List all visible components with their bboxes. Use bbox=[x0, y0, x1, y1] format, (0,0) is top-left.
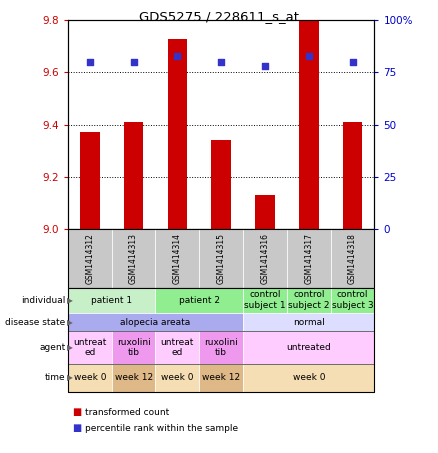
Point bbox=[261, 63, 268, 70]
Text: transformed count: transformed count bbox=[85, 408, 169, 417]
Text: GDS5275 / 228611_s_at: GDS5275 / 228611_s_at bbox=[139, 10, 299, 23]
Bar bbox=[299, 20, 319, 229]
Text: individual: individual bbox=[21, 296, 66, 305]
Text: ▶: ▶ bbox=[67, 296, 73, 305]
Text: untreat
ed: untreat ed bbox=[161, 338, 194, 357]
Text: percentile rank within the sample: percentile rank within the sample bbox=[85, 424, 238, 433]
Text: ■: ■ bbox=[72, 423, 81, 433]
Bar bbox=[255, 195, 275, 229]
Text: GSM1414318: GSM1414318 bbox=[348, 233, 357, 284]
Text: GSM1414317: GSM1414317 bbox=[304, 233, 313, 284]
Text: control
subject 1: control subject 1 bbox=[244, 290, 286, 310]
Text: ▶: ▶ bbox=[67, 318, 73, 327]
Text: week 12: week 12 bbox=[202, 373, 240, 382]
Text: untreat
ed: untreat ed bbox=[73, 338, 106, 357]
Text: ■: ■ bbox=[72, 407, 81, 417]
Text: control
subject 3: control subject 3 bbox=[332, 290, 374, 310]
Text: ▶: ▶ bbox=[67, 373, 73, 382]
Text: time: time bbox=[45, 373, 66, 382]
Text: ruxolini
tib: ruxolini tib bbox=[204, 338, 238, 357]
Point bbox=[305, 52, 312, 59]
Bar bbox=[124, 122, 144, 229]
Text: patient 2: patient 2 bbox=[179, 296, 220, 305]
Text: GSM1414314: GSM1414314 bbox=[173, 233, 182, 284]
Text: alopecia areata: alopecia areata bbox=[120, 318, 191, 327]
Text: GSM1414315: GSM1414315 bbox=[217, 233, 226, 284]
Point bbox=[130, 58, 137, 66]
Text: untreated: untreated bbox=[286, 343, 331, 352]
Text: GSM1414312: GSM1414312 bbox=[85, 233, 94, 284]
Bar bbox=[343, 122, 363, 229]
Text: agent: agent bbox=[39, 343, 66, 352]
Text: normal: normal bbox=[293, 318, 325, 327]
Text: patient 1: patient 1 bbox=[91, 296, 132, 305]
Point bbox=[218, 58, 225, 66]
Text: week 12: week 12 bbox=[114, 373, 153, 382]
Text: week 0: week 0 bbox=[74, 373, 106, 382]
Text: GSM1414316: GSM1414316 bbox=[261, 233, 269, 284]
Text: week 0: week 0 bbox=[293, 373, 325, 382]
Point bbox=[86, 58, 93, 66]
Text: ▶: ▶ bbox=[67, 343, 73, 352]
Text: GSM1414313: GSM1414313 bbox=[129, 233, 138, 284]
Bar bbox=[80, 132, 100, 229]
Text: ruxolini
tib: ruxolini tib bbox=[117, 338, 151, 357]
Text: disease state: disease state bbox=[5, 318, 66, 327]
Point bbox=[174, 52, 181, 59]
Text: week 0: week 0 bbox=[161, 373, 194, 382]
Bar bbox=[212, 140, 231, 229]
Point bbox=[349, 58, 356, 66]
Text: control
subject 2: control subject 2 bbox=[288, 290, 329, 310]
Bar bbox=[168, 39, 187, 229]
